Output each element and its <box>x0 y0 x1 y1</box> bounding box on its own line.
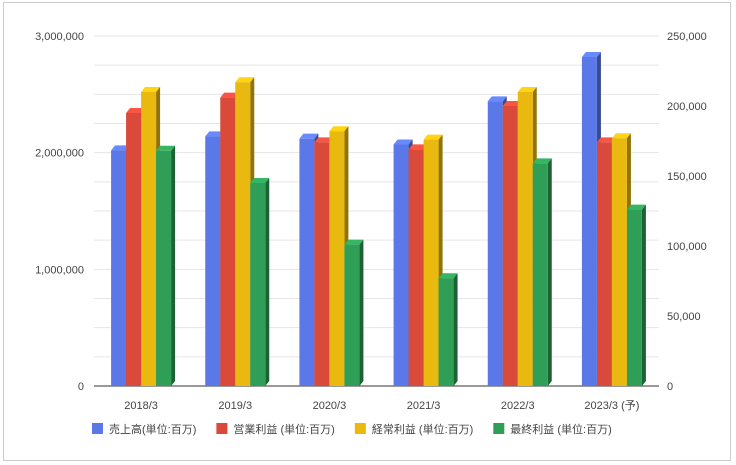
bar-top <box>581 52 601 57</box>
x-tick-label: 2019/3 <box>218 400 252 412</box>
left-axis-tick-label: 1,000,000 <box>35 264 84 276</box>
left-axis-tick-label: 3,000,000 <box>35 31 84 43</box>
right-axis-tick-label: 200,000 <box>667 101 707 113</box>
bar-front <box>393 144 409 386</box>
bar-front <box>611 138 627 386</box>
bar-top <box>220 92 240 98</box>
bar-front <box>487 101 503 386</box>
bar-top <box>438 273 458 279</box>
bar-top <box>235 77 255 83</box>
bar-front <box>532 163 548 386</box>
x-tick-label: 2022/3 <box>501 400 535 412</box>
bar-front <box>344 244 360 386</box>
bar-top <box>299 133 319 139</box>
right-axis: 0 50,000 100,000 150,000 200,000 250,000 <box>667 31 707 393</box>
bar-top <box>532 158 552 164</box>
bar-front <box>408 149 424 386</box>
bar <box>626 204 646 386</box>
bar-front <box>250 183 266 386</box>
bar-front <box>423 139 439 386</box>
bar <box>156 145 176 386</box>
bar-front <box>111 150 127 386</box>
bar-front <box>141 92 157 386</box>
bar-top <box>596 137 616 143</box>
bar-side <box>171 145 176 386</box>
bar <box>532 158 552 386</box>
bar-front <box>314 142 330 386</box>
legend-item: 経常利益 (単位:百万) <box>354 422 473 436</box>
legend-swatch <box>354 423 366 434</box>
bar-front <box>502 106 518 386</box>
bar-top <box>329 126 349 132</box>
bar-top <box>111 145 131 151</box>
bar-top <box>502 101 522 106</box>
legend-item: 売上高(単位:百万) <box>92 422 196 436</box>
right-axis-tick-label: 50,000 <box>667 311 701 323</box>
bar-side <box>547 158 552 386</box>
x-axis: 2018/3 2019/3 2020/3 2021/3 2022/3 2023/3 (予) <box>124 399 639 412</box>
bar-top <box>205 131 225 137</box>
x-tick-label: 2023/3 (予) <box>584 399 639 412</box>
legend-label: 営業利益 (単位:百万) <box>233 422 334 436</box>
bar-top <box>314 137 334 143</box>
bar-front <box>438 278 454 386</box>
bar <box>438 273 458 386</box>
bar-front <box>517 92 533 386</box>
bar <box>344 239 364 386</box>
legend-label: 売上高(単位:百万) <box>109 422 196 436</box>
bar-top <box>517 87 537 92</box>
right-axis-tick-label: 100,000 <box>667 241 707 253</box>
right-axis-tick-label: 0 <box>667 381 673 393</box>
bar-side <box>359 239 364 386</box>
legend-label: 経常利益 (単位:百万) <box>372 422 473 436</box>
legend-item: 最終利益 (単位:百万) <box>493 422 612 436</box>
legend-item: 営業利益 (単位:百万) <box>216 422 335 436</box>
bar <box>250 178 270 386</box>
right-axis-tick-label: 150,000 <box>667 171 707 183</box>
bar-side <box>641 204 646 386</box>
bar-top <box>626 204 646 210</box>
bar-top <box>156 145 176 151</box>
bar-front <box>156 150 172 386</box>
left-axis: 0 1,000,000 2,000,000 3,000,000 <box>35 31 84 393</box>
x-tick-label: 2018/3 <box>124 400 158 412</box>
bar-front <box>235 82 251 386</box>
legend-swatch <box>92 423 103 434</box>
right-axis-tick-label: 250,000 <box>667 31 707 43</box>
bar-chart: 0 1,000,000 2,000,000 3,000,000 0 50,000 100,… <box>35 31 707 436</box>
bar-top <box>408 144 428 150</box>
bar-front <box>205 136 221 386</box>
legend-swatch <box>493 423 505 434</box>
legend-swatch <box>216 423 228 434</box>
bar-front <box>220 97 236 386</box>
chart-frame: 0 1,000,000 2,000,000 3,000,000 0 50,000 100,… <box>3 2 731 461</box>
bar-top <box>611 133 631 139</box>
x-tick-label: 2020/3 <box>313 400 347 412</box>
grid-layer <box>94 35 659 387</box>
x-tick-label: 2021/3 <box>407 400 441 412</box>
bar-front <box>126 113 142 386</box>
bar-front <box>626 209 642 386</box>
bar-top <box>487 96 507 102</box>
bar-top <box>393 139 413 145</box>
bar-side <box>453 273 458 386</box>
bar-top <box>250 178 270 183</box>
bar-front <box>581 57 597 386</box>
bar <box>423 134 443 386</box>
bar-front <box>329 131 345 386</box>
legend: 売上高(単位:百万) 営業利益 (単位:百万) 経常利益 (単位:百万) 最終利益 (… <box>92 422 612 436</box>
bar-top <box>141 87 161 92</box>
legend-label: 最終利益 (単位:百万) <box>510 422 611 436</box>
bar-top <box>423 134 443 140</box>
bar-front <box>596 142 612 386</box>
bar-top <box>344 239 364 245</box>
bars-layer <box>111 52 646 386</box>
left-axis-tick-label: 0 <box>78 381 84 393</box>
left-axis-tick-label: 2,000,000 <box>35 148 84 160</box>
bar-top <box>126 108 146 113</box>
bar-side <box>265 178 270 386</box>
bar-front <box>299 138 315 386</box>
